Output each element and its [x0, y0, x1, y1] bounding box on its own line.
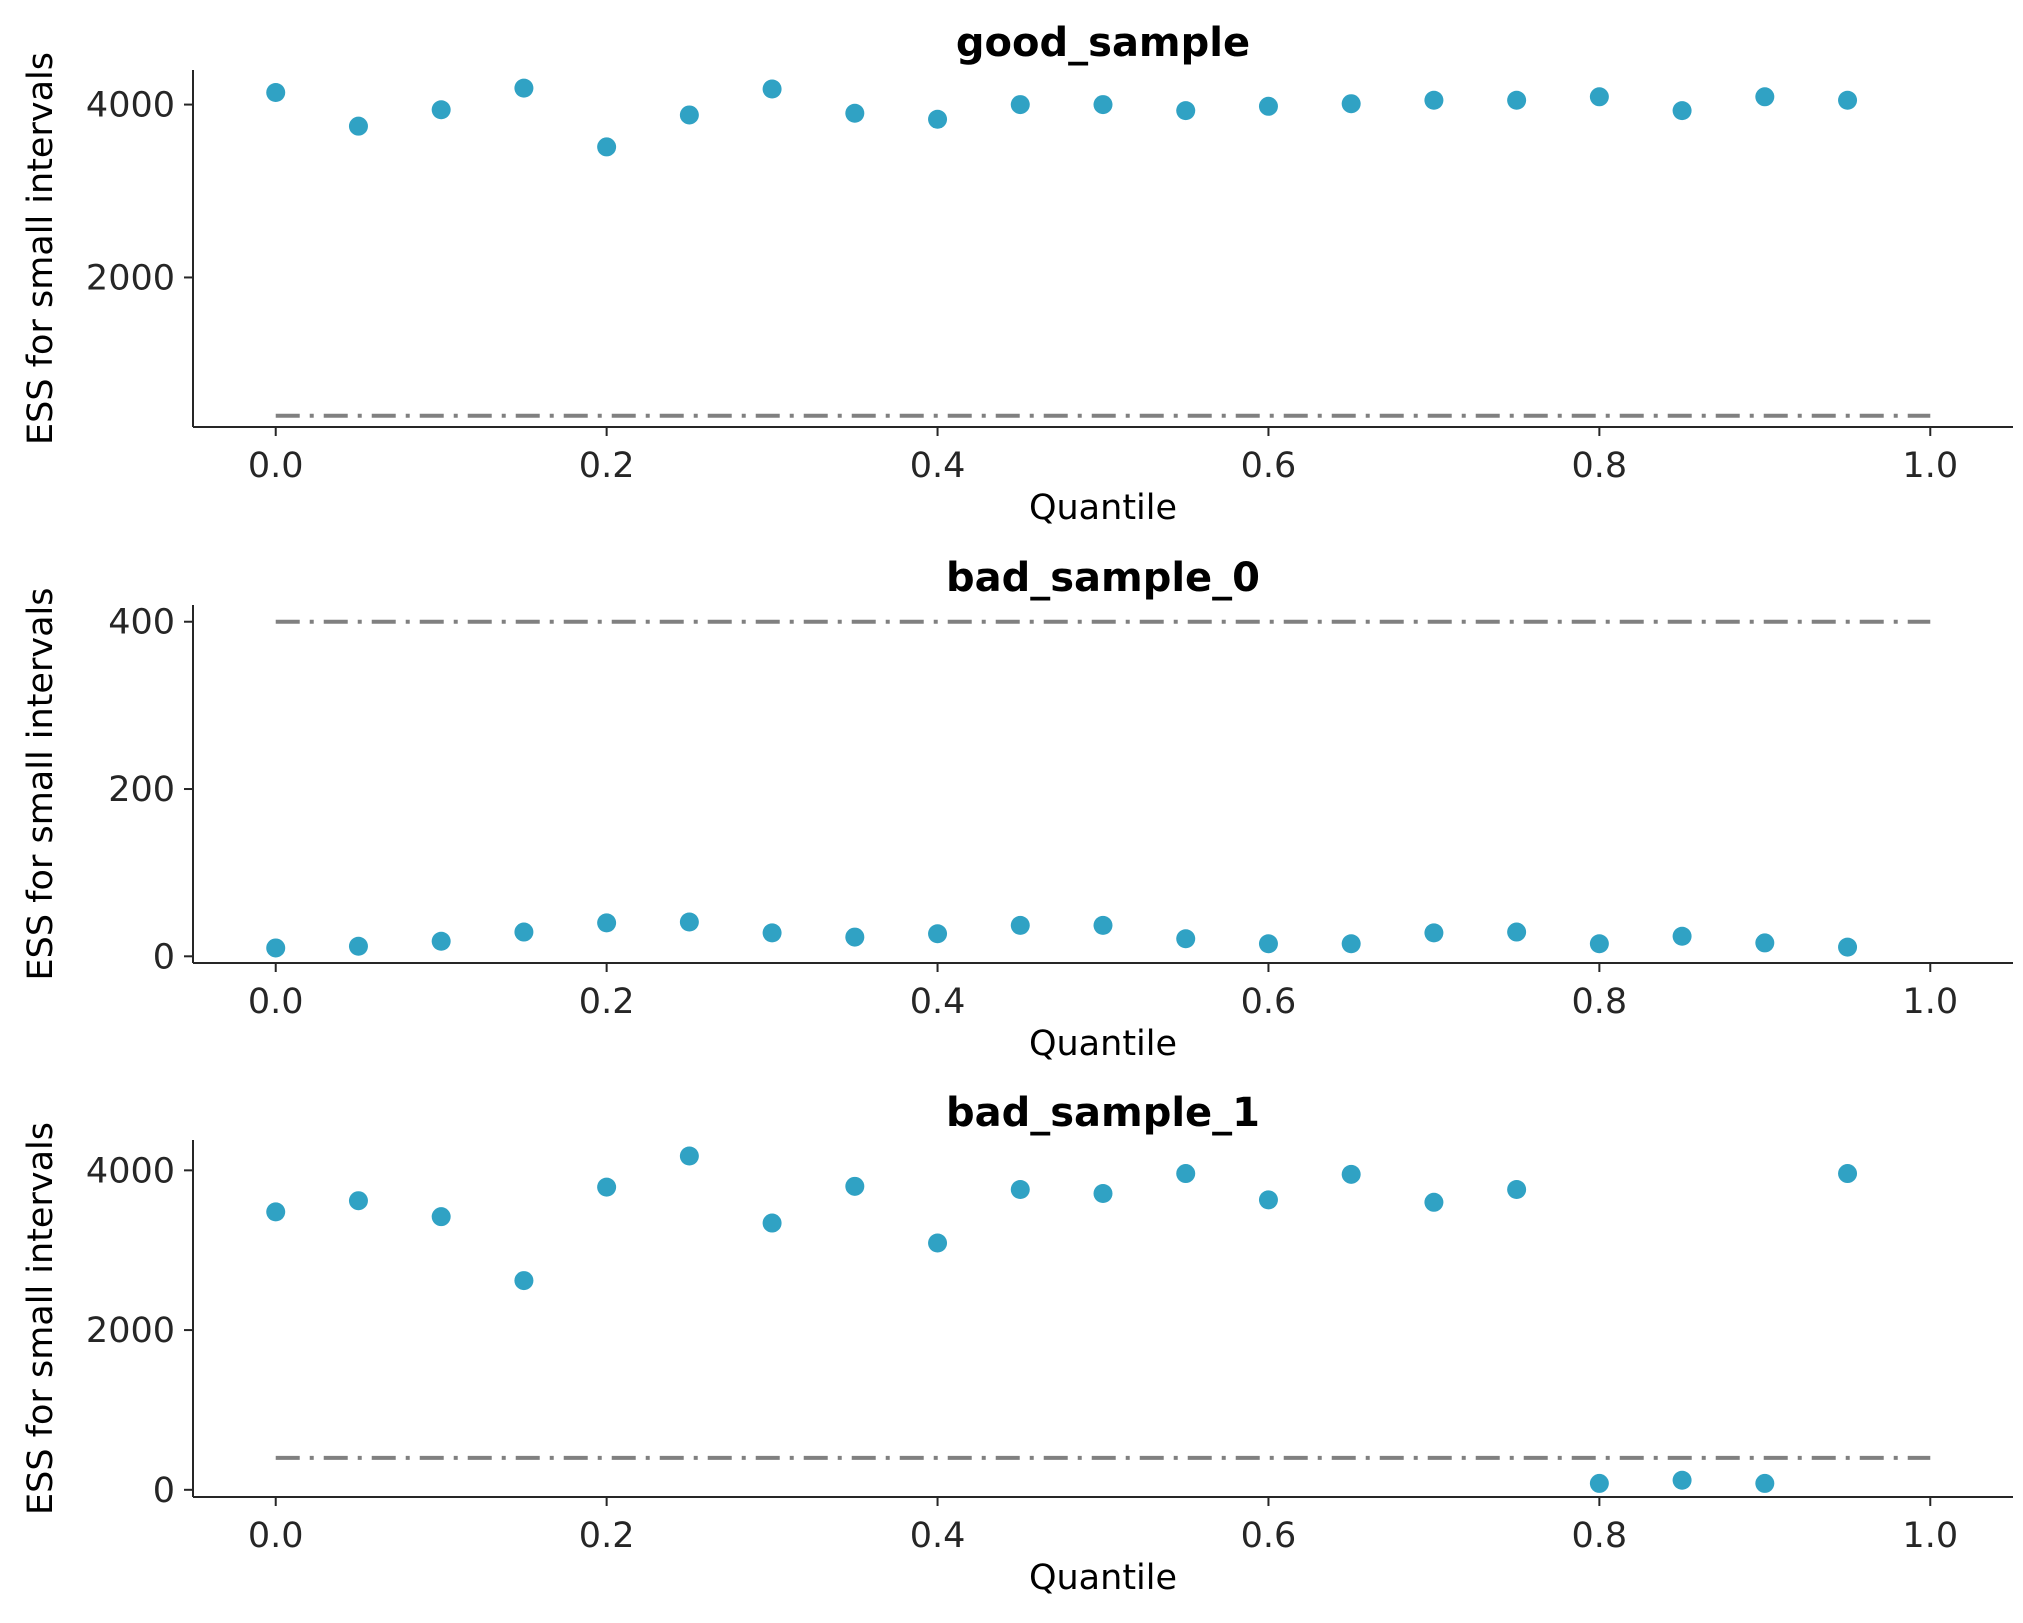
data-point [1838, 90, 1858, 110]
x-tick-label: 0.2 [579, 982, 635, 1022]
panel-title: bad_sample_0 [946, 555, 1260, 601]
y-tick-label: 2000 [86, 1311, 175, 1351]
data-point [266, 82, 286, 102]
data-point [1589, 934, 1609, 954]
data-point [928, 109, 948, 129]
data-point [1507, 90, 1527, 110]
data-point [1589, 87, 1609, 107]
panel-title: bad_sample_1 [946, 1090, 1260, 1136]
x-tick-label: 0.8 [1572, 446, 1628, 486]
data-point [1672, 101, 1692, 121]
data-point [1176, 1164, 1196, 1184]
data-point [348, 1191, 368, 1211]
x-tick-label: 0.0 [248, 446, 304, 486]
data-point [1424, 90, 1444, 110]
data-point [266, 938, 286, 958]
data-point [1093, 95, 1113, 115]
data-point [514, 78, 534, 98]
data-point [762, 1213, 782, 1233]
data-point [845, 1176, 865, 1196]
data-point [1258, 96, 1278, 116]
data-point [679, 105, 699, 125]
data-point [514, 1271, 534, 1291]
x-axis-label: Quantile [1029, 488, 1177, 528]
data-point [1589, 1473, 1609, 1493]
x-tick-label: 0.6 [1241, 446, 1297, 486]
data-point [928, 924, 948, 944]
data-point [1093, 915, 1113, 935]
y-tick-label: 200 [108, 770, 175, 810]
y-tick-label: 0 [153, 937, 175, 977]
y-axis-label: ESS for small intervals [21, 1122, 61, 1515]
data-point [845, 103, 865, 123]
data-point [1093, 1184, 1113, 1204]
data-point [1341, 1164, 1361, 1184]
data-point [1838, 937, 1858, 957]
x-tick-label: 0.6 [1241, 982, 1297, 1022]
x-axis-label: Quantile [1029, 1558, 1177, 1598]
x-tick-label: 0.8 [1572, 1516, 1628, 1556]
panel-title: good_sample [956, 20, 1250, 66]
y-tick-label: 4000 [86, 1151, 175, 1191]
data-point [514, 922, 534, 942]
data-point [1341, 934, 1361, 954]
x-tick-label: 0.4 [910, 446, 966, 486]
data-point [1424, 1192, 1444, 1212]
data-point [1010, 1180, 1030, 1200]
data-point [679, 912, 699, 932]
x-tick-label: 0.0 [248, 982, 304, 1022]
x-tick-label: 0.0 [248, 1516, 304, 1556]
data-point [266, 1202, 286, 1222]
data-point [762, 79, 782, 99]
data-point [1507, 1180, 1527, 1200]
y-tick-label: 2000 [86, 258, 175, 298]
data-point [1258, 1190, 1278, 1210]
data-point [431, 100, 451, 120]
x-axis-label: Quantile [1029, 1024, 1177, 1064]
data-point [1507, 922, 1527, 942]
data-point [597, 1177, 617, 1197]
y-axis-label: ESS for small intervals [21, 588, 61, 981]
data-point [1424, 923, 1444, 943]
data-point [1010, 95, 1030, 115]
data-point [597, 137, 617, 157]
panel-bad_sample_1: bad_sample_1 0.0 0.2 0.4 0.6 0.8 1.0 0 2000 4000 Q… [21, 1090, 2013, 1598]
data-point [679, 1146, 699, 1166]
data-point [597, 913, 617, 933]
data-point [1755, 1473, 1775, 1493]
panel-good_sample: good_sample 0.0 0.2 0.4 0.6 0.8 1.0 2000 4000 Qua… [21, 20, 2013, 528]
data-point [348, 116, 368, 136]
x-tick-label: 1.0 [1902, 446, 1958, 486]
x-tick-label: 1.0 [1902, 1516, 1958, 1556]
x-tick-label: 0.8 [1572, 982, 1628, 1022]
data-point [762, 923, 782, 943]
data-point [1755, 87, 1775, 107]
y-tick-label: 0 [153, 1471, 175, 1511]
data-point [1672, 1470, 1692, 1490]
x-tick-label: 0.2 [579, 1516, 635, 1556]
data-point [1176, 101, 1196, 121]
data-point [431, 1207, 451, 1227]
x-tick-label: 0.2 [579, 446, 635, 486]
y-tick-label: 4000 [86, 86, 175, 126]
data-point [928, 1233, 948, 1253]
data-point [845, 927, 865, 947]
x-tick-label: 0.4 [910, 982, 966, 1022]
y-tick-label: 400 [108, 603, 175, 643]
y-axis-label: ESS for small intervals [21, 52, 61, 445]
data-point [1176, 929, 1196, 949]
x-tick-label: 0.4 [910, 1516, 966, 1556]
data-point [431, 931, 451, 951]
data-point [348, 936, 368, 956]
panel-bad_sample_0: bad_sample_0 0.0 0.2 0.4 0.6 0.8 1.0 0 200 400 Qua… [21, 555, 2013, 1064]
data-point [1755, 933, 1775, 953]
data-point [1341, 94, 1361, 114]
x-tick-label: 1.0 [1902, 982, 1958, 1022]
x-tick-label: 0.6 [1241, 1516, 1297, 1556]
data-point [1010, 915, 1030, 935]
data-point [1672, 926, 1692, 946]
data-point [1838, 1164, 1858, 1184]
data-point [1258, 934, 1278, 954]
